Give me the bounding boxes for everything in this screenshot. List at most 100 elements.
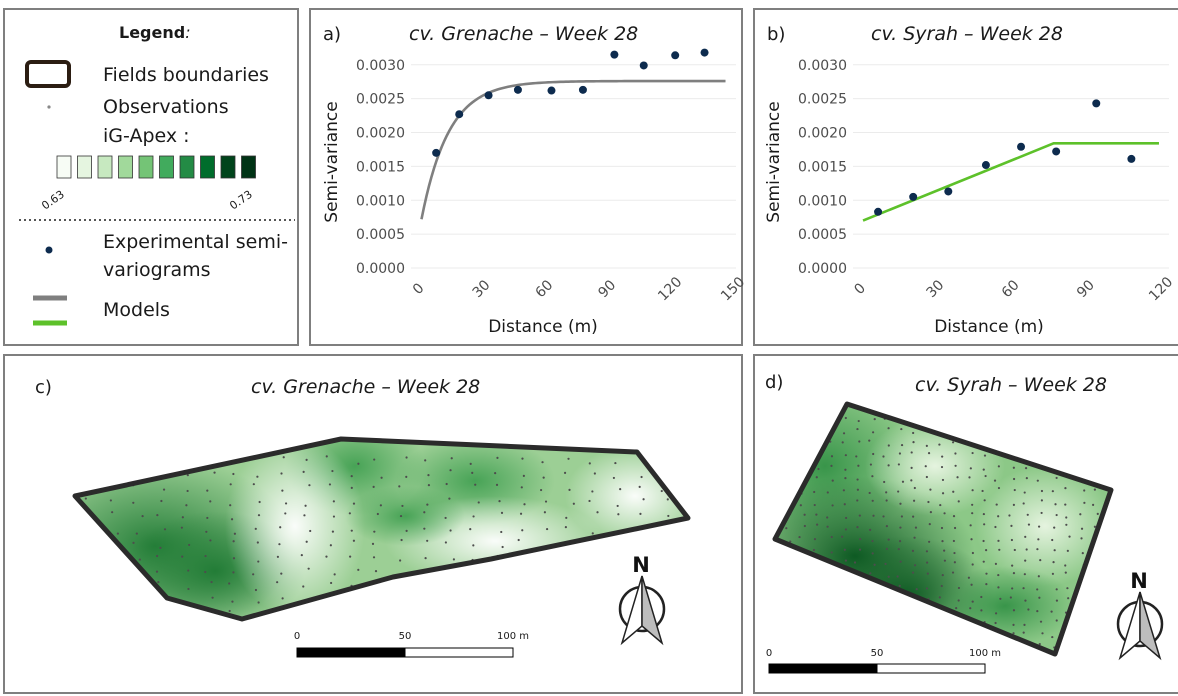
observation-point (813, 429, 816, 433)
observation-point (638, 485, 641, 488)
observation-point (539, 488, 543, 492)
observation-point (546, 527, 549, 531)
observation-point (1078, 464, 1081, 467)
observation-point (869, 572, 872, 575)
observation-point (885, 547, 888, 550)
observation-point (159, 597, 162, 600)
observation-point (830, 535, 833, 539)
observation-point (900, 443, 904, 447)
observation-point (302, 585, 305, 588)
observation-point (913, 564, 917, 567)
observation-point (665, 458, 669, 461)
observation-point (844, 559, 848, 562)
observation-point (187, 587, 190, 591)
ytick-label: 0.0000 (356, 261, 405, 277)
observation-point (427, 614, 430, 617)
observation-point (640, 531, 643, 535)
observation-point (887, 575, 890, 578)
observation-point (517, 538, 520, 542)
observation-point (803, 524, 806, 528)
observation-point (803, 513, 806, 516)
observation-point (84, 497, 87, 500)
observation-point (349, 555, 352, 558)
observation-point (405, 595, 409, 599)
observation-point (232, 472, 235, 476)
experimental-point (513, 85, 522, 94)
observation-point (233, 532, 236, 535)
observation-point (1051, 538, 1054, 542)
observation-point (940, 526, 944, 530)
observation-point (333, 573, 336, 576)
panel-label-a: a) (323, 24, 341, 45)
observation-point (859, 622, 862, 625)
observation-point (405, 529, 408, 532)
observation-point (494, 472, 497, 475)
observation-point (660, 489, 663, 493)
plot-area-grenache: 0.0000 0.0005 0.0010 0.0015 0.0020 0.0025 0.00… (356, 48, 748, 304)
observation-point (984, 440, 987, 444)
observation-point (84, 613, 87, 616)
observation-point (228, 582, 231, 585)
observation-point (1012, 609, 1016, 612)
observation-point (135, 612, 139, 616)
observation-point (616, 554, 619, 557)
observation-point (966, 428, 969, 431)
observation-point (857, 464, 860, 467)
observation-point (188, 613, 192, 616)
observation-point (354, 599, 357, 602)
observation-point (843, 503, 846, 506)
observation-point (911, 624, 914, 627)
observation-point (885, 525, 888, 528)
observation-point (593, 546, 596, 549)
observation-point (802, 428, 805, 431)
observation-point (786, 551, 790, 554)
observation-point (494, 596, 497, 599)
observation-point (900, 515, 903, 518)
observation-point (563, 471, 567, 474)
observation-point (281, 489, 284, 492)
observation-point (799, 415, 802, 418)
observation-point (787, 442, 790, 445)
scale-bar-grenache: 0 50 100 m (294, 631, 529, 658)
observation-point (844, 477, 847, 480)
observation-point (521, 529, 524, 532)
observation-point (940, 584, 943, 588)
observation-point (858, 514, 861, 517)
observation-point (304, 504, 307, 507)
observation-point (305, 540, 308, 543)
observation-point (373, 530, 376, 533)
observation-point (1010, 644, 1014, 647)
experimental-point (1017, 142, 1026, 151)
observation-point (985, 572, 988, 575)
observation-point (1055, 417, 1058, 420)
ytick-label: 0.0015 (798, 159, 847, 175)
observation-point (1009, 596, 1012, 599)
observation-point (156, 472, 159, 475)
ramp-swatch (97, 155, 113, 179)
observation-point (924, 648, 927, 651)
observation-point (1052, 561, 1055, 564)
observation-point (372, 556, 376, 559)
observation-point (210, 580, 213, 584)
observation-point (547, 611, 550, 614)
observation-point (256, 475, 259, 478)
observation-point (519, 571, 522, 575)
observation-point (1067, 454, 1070, 457)
observation-point (926, 572, 929, 575)
observation-point (899, 560, 902, 563)
scale-50-grenache: 50 (399, 631, 412, 642)
observation-point (257, 560, 260, 563)
observation-point (953, 635, 956, 638)
observation-point (257, 601, 260, 604)
ramp-swatch (118, 155, 133, 179)
observation-point (967, 576, 971, 579)
observation-point (181, 516, 184, 519)
panel-label-c: c) (35, 377, 52, 398)
observation-point (868, 491, 871, 495)
xtick-label: 60 (999, 277, 1023, 301)
observation-point (873, 418, 876, 421)
observation-point (205, 530, 208, 533)
observation-point (230, 518, 234, 521)
observation-point (1055, 599, 1059, 602)
yaxis-title-grenache: Semi-variance (322, 101, 342, 222)
